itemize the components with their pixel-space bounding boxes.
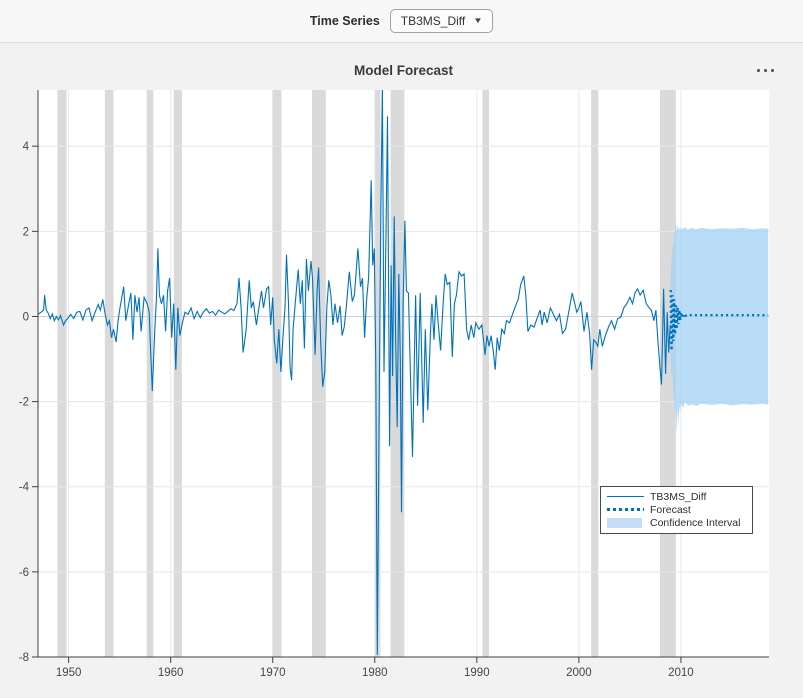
solid-line-icon bbox=[607, 496, 644, 497]
series-line bbox=[38, 90, 671, 655]
recession-band bbox=[104, 90, 114, 657]
ellipsis-icon bbox=[756, 68, 760, 72]
recession-band bbox=[482, 90, 490, 657]
forecast-line bbox=[669, 290, 769, 351]
time-series-label: Time Series bbox=[309, 14, 380, 28]
y-tick-label: -2 bbox=[19, 397, 29, 409]
caret-down-icon: ▼ bbox=[473, 16, 484, 25]
y-tick-label: 0 bbox=[23, 311, 29, 323]
y-tick-label: -4 bbox=[19, 482, 30, 494]
recession-band bbox=[57, 90, 67, 657]
ellipsis-icon bbox=[770, 68, 774, 72]
legend[interactable]: TB3MS_Diff Forecast Confidence Interval bbox=[600, 486, 753, 534]
legend-label-forecast: Forecast bbox=[650, 503, 691, 516]
legend-item-confidence: Confidence Interval bbox=[607, 516, 746, 529]
toolbar: Time Series TB3MS_Diff ▼ bbox=[0, 0, 803, 43]
x-tick-label: 2000 bbox=[566, 667, 592, 679]
legend-item-forecast: Forecast bbox=[607, 503, 746, 516]
recession-band bbox=[272, 90, 282, 657]
recession-band bbox=[374, 90, 381, 657]
x-tick-label: 1990 bbox=[464, 667, 490, 679]
recession-band bbox=[591, 90, 599, 657]
chart-title: Model Forecast bbox=[353, 63, 454, 78]
legend-label-confidence: Confidence Interval bbox=[650, 516, 741, 529]
y-tick-label: 4 bbox=[23, 141, 30, 153]
time-series-dropdown[interactable]: TB3MS_Diff ▼ bbox=[389, 9, 494, 33]
legend-item-series: TB3MS_Diff bbox=[607, 490, 746, 503]
confidence-band bbox=[669, 218, 769, 436]
y-tick-label: -6 bbox=[19, 567, 29, 579]
y-tick-label: 2 bbox=[23, 226, 29, 238]
x-tick-label: 1980 bbox=[362, 667, 388, 679]
recession-band bbox=[173, 90, 182, 657]
x-tick-label: 2010 bbox=[668, 667, 694, 679]
x-tick-label: 1960 bbox=[158, 667, 184, 679]
dotted-line-icon bbox=[607, 508, 644, 511]
legend-label-series: TB3MS_Diff bbox=[650, 490, 707, 503]
y-tick-label: -8 bbox=[19, 652, 29, 664]
ellipsis-icon bbox=[763, 68, 767, 72]
axes: -8 -6 -4 -2 0 2 4 1950 1960 1970 1980 1990 2000 2010 bbox=[19, 90, 769, 679]
patch-icon bbox=[607, 517, 644, 528]
x-tick-label: 1950 bbox=[56, 667, 82, 679]
time-series-dropdown-value: TB3MS_Diff bbox=[400, 14, 466, 28]
axes-options-button[interactable] bbox=[748, 61, 782, 79]
recession-band bbox=[146, 90, 154, 657]
x-tick-label: 1970 bbox=[260, 667, 286, 679]
